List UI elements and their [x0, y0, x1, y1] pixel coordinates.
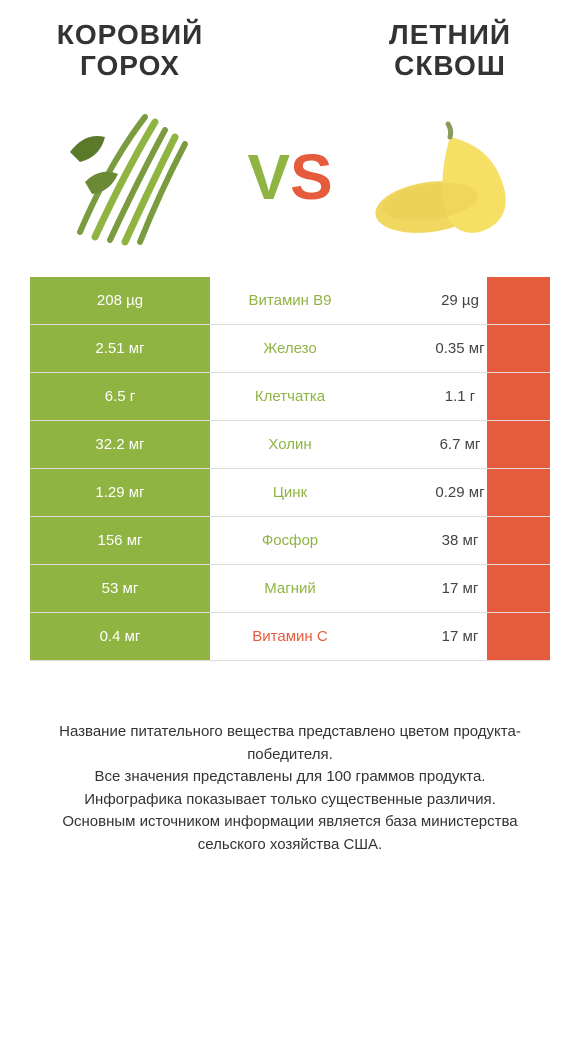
nutrient-name-cell: Фосфор	[210, 517, 370, 565]
nutrient-name-cell: Холин	[210, 421, 370, 469]
right-value-cell: 1.1 г	[370, 373, 550, 421]
infographic-container: КОРОВИЙ ГОРОХ ЛЕТНИЙ СКВОШ VS	[0, 0, 580, 876]
right-value-cell: 6.7 мг	[370, 421, 550, 469]
left-value-cell: 53 мг	[30, 565, 210, 613]
right-value-cell: 17 мг	[370, 613, 550, 661]
footer-line: Название питательного вещества представл…	[40, 721, 540, 766]
table-row: 2.51 мгЖелезо0.35 мг	[30, 325, 550, 373]
right-value-cell: 29 µg	[370, 277, 550, 325]
nutrient-name-cell: Цинк	[210, 469, 370, 517]
left-product-image	[50, 102, 220, 252]
footer-line: Инфографика показывает только существенн…	[40, 789, 540, 812]
nutrient-name-cell: Витамин B9	[210, 277, 370, 325]
left-value-cell: 1.29 мг	[30, 469, 210, 517]
footer-line: Все значения представлены для 100 граммо…	[40, 766, 540, 789]
left-value-cell: 2.51 мг	[30, 325, 210, 373]
left-product-title: КОРОВИЙ ГОРОХ	[30, 20, 230, 82]
right-value-cell: 0.35 мг	[370, 325, 550, 373]
right-value-cell: 17 мг	[370, 565, 550, 613]
header-row: КОРОВИЙ ГОРОХ ЛЕТНИЙ СКВОШ	[30, 20, 550, 82]
table-row: 32.2 мгХолин6.7 мг	[30, 421, 550, 469]
footer-line: Основным источником информации является …	[40, 811, 540, 856]
nutrient-name-cell: Витамин C	[210, 613, 370, 661]
vs-label: VS	[247, 140, 332, 214]
right-value-cell: 38 мг	[370, 517, 550, 565]
left-value-cell: 156 мг	[30, 517, 210, 565]
left-value-cell: 6.5 г	[30, 373, 210, 421]
table-row: 156 мгФосфор38 мг	[30, 517, 550, 565]
nutrient-name-cell: Железо	[210, 325, 370, 373]
nutrient-name-cell: Магний	[210, 565, 370, 613]
images-row: VS	[30, 102, 550, 252]
right-product-title: ЛЕТНИЙ СКВОШ	[350, 20, 550, 82]
table-row: 6.5 гКлетчатка1.1 г	[30, 373, 550, 421]
left-value-cell: 0.4 мг	[30, 613, 210, 661]
right-product-image	[360, 102, 530, 252]
nutrient-comparison-table: 208 µgВитамин B929 µg2.51 мгЖелезо0.35 м…	[30, 277, 550, 662]
vs-v-letter: V	[247, 141, 290, 213]
left-value-cell: 208 µg	[30, 277, 210, 325]
table-row: 208 µgВитамин B929 µg	[30, 277, 550, 325]
vs-s-letter: S	[290, 141, 333, 213]
table-row: 53 мгМагний17 мг	[30, 565, 550, 613]
table-row: 1.29 мгЦинк0.29 мг	[30, 469, 550, 517]
table-row: 0.4 мгВитамин C17 мг	[30, 613, 550, 661]
nutrient-name-cell: Клетчатка	[210, 373, 370, 421]
left-value-cell: 32.2 мг	[30, 421, 210, 469]
footer-notes: Название питательного вещества представл…	[30, 721, 550, 856]
right-value-cell: 0.29 мг	[370, 469, 550, 517]
